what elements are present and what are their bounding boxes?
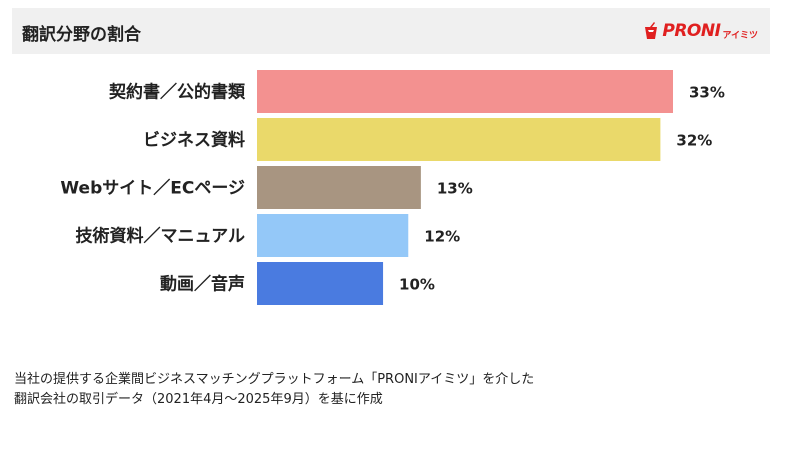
bar bbox=[257, 166, 421, 209]
category-label: ビジネス資料 bbox=[143, 130, 245, 151]
value-label: 32% bbox=[676, 132, 712, 150]
category-label: 技術資料／マニュアル bbox=[76, 226, 246, 247]
source-note-line-2: 翻訳会社の取引データ（2021年4月〜2025年9月）を基に作成 bbox=[14, 392, 383, 407]
category-label: 契約書／公的書類 bbox=[108, 82, 246, 103]
category-label: Webサイト／ECページ bbox=[60, 178, 245, 199]
category-label: 動画／音声 bbox=[160, 274, 245, 295]
logo-mark-icon bbox=[645, 22, 658, 39]
value-label: 12% bbox=[424, 228, 460, 246]
value-label: 13% bbox=[437, 180, 473, 198]
source-note-line-1: 当社の提供する企業間ビジネスマッチングプラットフォーム「PRONIアイミツ」を介… bbox=[14, 372, 535, 387]
chart-title: 翻訳分野の割合 bbox=[22, 25, 141, 45]
bar-chart: 契約書／公的書類 33% ビジネス資料 32% Webサイト／ECページ 13% 技術資料／… bbox=[60, 70, 725, 305]
value-label: 33% bbox=[689, 84, 725, 102]
proni-logo: PRONI アイミツ bbox=[642, 20, 758, 42]
bar bbox=[257, 118, 661, 161]
bar bbox=[257, 70, 673, 113]
bar bbox=[257, 214, 409, 257]
chart-header: 翻訳分野の割合 PRONI アイミツ bbox=[12, 8, 770, 54]
logo-subtext: アイミツ bbox=[722, 30, 758, 41]
value-label: 10% bbox=[399, 276, 435, 294]
source-note: 当社の提供する企業間ビジネスマッチングプラットフォーム「PRONIアイミツ」を介… bbox=[14, 370, 774, 410]
logo-text: PRONI bbox=[662, 21, 721, 41]
bar bbox=[257, 262, 384, 305]
